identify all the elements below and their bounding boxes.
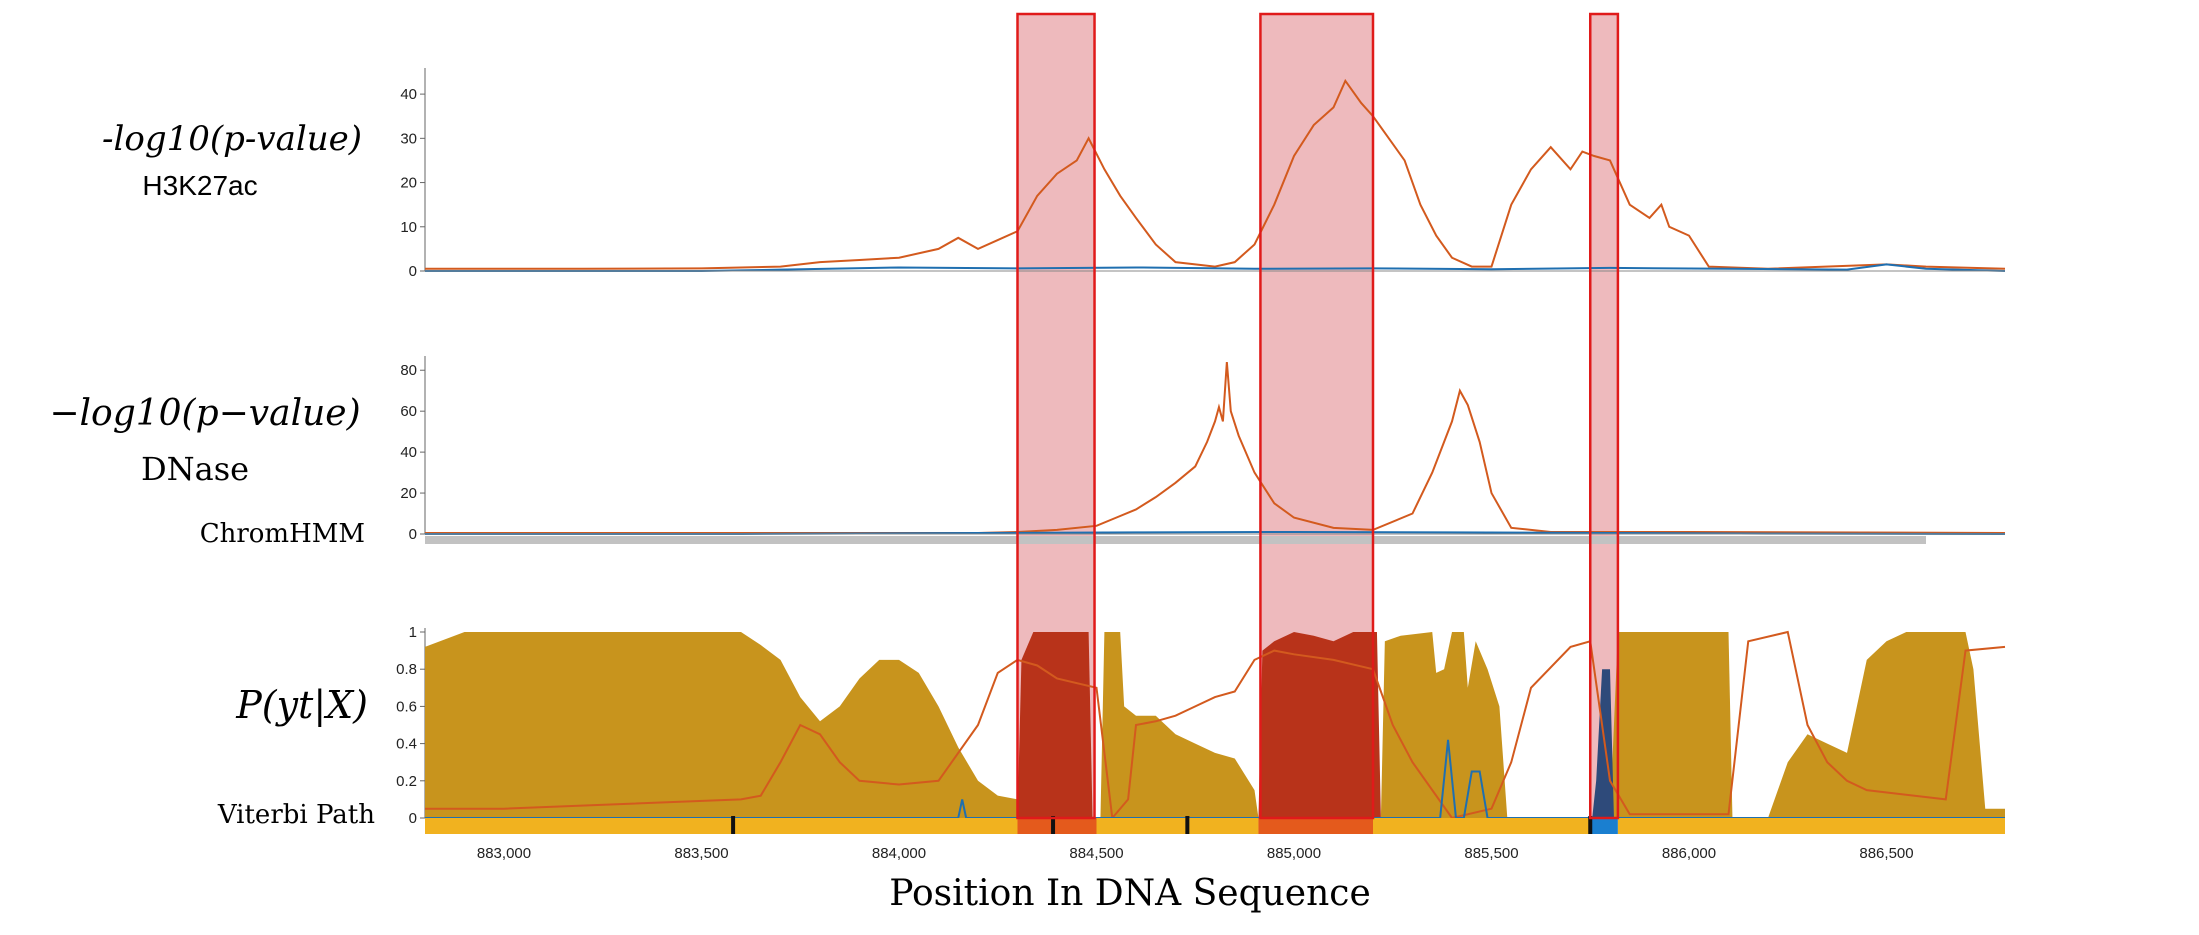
y-tick-label: 20: [400, 175, 417, 192]
x-tick-label: 883,000: [477, 845, 531, 862]
y-tick-label: 0.8: [396, 661, 417, 678]
viterbi-segment-7: [1617, 818, 2005, 834]
viterbi-segment-4: [1258, 818, 1373, 834]
posterior-area-gold-7: [1768, 632, 2005, 818]
posterior-panel: 0 0.2 0.4 0.6 0.8 1: [396, 624, 2006, 834]
viterbi-boundary-1: [731, 816, 736, 834]
posterior-line-blue: [425, 739, 2005, 819]
viterbi-boundary-4: [1588, 816, 1593, 834]
signal-line-orange: [425, 78, 2006, 270]
y-tick-label: 0: [409, 263, 417, 280]
x-tick-label: 885,000: [1267, 845, 1321, 862]
posterior-area-gold-3: [1100, 632, 1259, 818]
viterbi-segment-5: [1373, 818, 1591, 834]
x-tick-label: 886,500: [1859, 845, 1913, 862]
y-tick-label: 0.4: [396, 736, 417, 753]
viterbi-segment-2: [1017, 818, 1097, 834]
x-tick-label: 886,000: [1662, 845, 1716, 862]
y-tick-label: 60: [400, 403, 417, 420]
x-tick-label: 884,500: [1069, 845, 1123, 862]
posterior-line-orange: [425, 630, 2006, 821]
highlight-borders: [1016, 12, 1620, 820]
y-tick-label: 20: [400, 485, 417, 502]
highlight-border-3: [1589, 12, 1620, 820]
dnase-ylabel: −log10(p−value): [49, 393, 360, 434]
posterior-area-darkRed-4: [1258, 632, 1381, 818]
y-tick-label: 0.6: [396, 698, 417, 715]
y-tick-label: 40: [400, 444, 417, 461]
highlight-border-2: [1259, 12, 1375, 820]
x-tick-label: 885,500: [1464, 845, 1518, 862]
x-tick-label: 883,500: [674, 845, 728, 862]
highlight-border-1: [1016, 12, 1096, 820]
posterior-area-navy-8: [1592, 669, 1614, 818]
viterbi-segment-1: [425, 818, 1018, 834]
posterior-area-gold-1: [425, 632, 1026, 818]
posterior-area-darkRed-2: [1017, 632, 1093, 818]
y-tick-label: 80: [400, 362, 417, 379]
viterbi-boundary-3: [1185, 816, 1190, 834]
dnase-panel: 0 20 40 60 80: [400, 356, 2006, 544]
chromhmm-label: ChromHMM: [200, 519, 365, 549]
viterbi-label: Viterbi Path: [217, 800, 375, 830]
posterior-area-gold-6: [1610, 632, 1733, 818]
viterbi-segment-3: [1096, 818, 1259, 834]
y-tick-label: 40: [400, 86, 417, 103]
y-tick-label: 30: [400, 130, 417, 147]
x-axis: 883,000 883,500 884,000 884,500 885,000 885,5…: [477, 845, 1914, 862]
viterbi-segment-6: [1590, 818, 1618, 834]
y-tick-label: 0.2: [396, 773, 417, 790]
y-tick-label: 0: [409, 810, 417, 827]
posterior-area-gold-5: [1380, 632, 1508, 818]
chromhmm-bar: [425, 536, 1926, 544]
y-tick-label: 10: [400, 219, 417, 236]
signal-line-orange: [425, 361, 2006, 534]
y-tick-label: 0: [409, 526, 417, 543]
y-tick-label: 1: [409, 624, 417, 641]
viterbi-boundary-2: [1051, 816, 1056, 834]
dnase-sublabel: DNase: [141, 450, 249, 488]
x-tick-label: 884,000: [872, 845, 926, 862]
x-axis-label: Position In DNA Sequence: [889, 873, 1371, 914]
posterior-ylabel: P(yt|X): [235, 683, 368, 727]
h3k27ac-panel: 0 10 20 30 40: [400, 68, 2006, 280]
h3k27ac-ylabel: -log10(p-value): [102, 119, 362, 159]
h3k27ac-sublabel: H3K27ac: [142, 170, 257, 201]
